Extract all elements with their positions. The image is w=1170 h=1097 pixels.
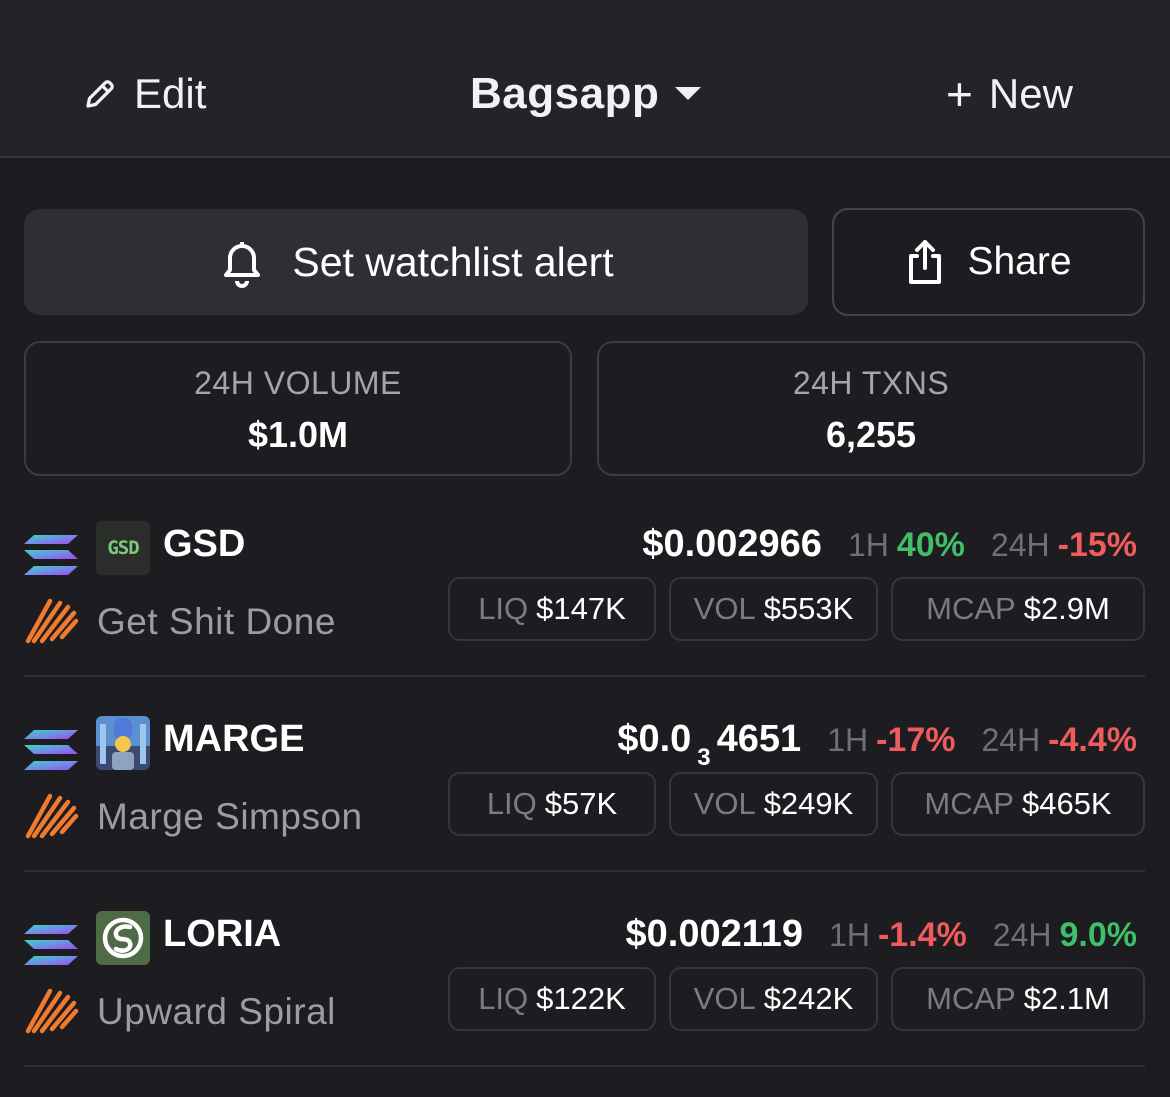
new-label: New [988, 70, 1073, 117]
launchpad-icon [25, 988, 79, 1034]
vol-value: $242K [763, 981, 854, 1016]
mcap-label: MCAP [924, 786, 1014, 821]
volume-pill: VOL $242K [669, 967, 878, 1031]
token-symbol: LORIA [163, 913, 282, 955]
token-row[interactable]: MARGE Marge Simpson $0.0 3 4651 1H -17% 24… [24, 706, 1145, 902]
token-price: $0.002966 [642, 523, 822, 565]
token-avatar: GSD [96, 521, 150, 575]
plus-icon: + [946, 68, 973, 120]
change-24h: -15% [1057, 526, 1137, 564]
token-avatar [96, 911, 150, 965]
token-symbol: MARGE [163, 718, 305, 760]
vol-value: $249K [763, 786, 854, 821]
token-price: $0.002119 [625, 913, 804, 955]
change-1h: -17% [876, 721, 956, 759]
24h-label: 24H [992, 917, 1052, 953]
liq-label: LIQ [486, 786, 537, 821]
mcap-label: MCAP [926, 591, 1016, 626]
solana-icon [24, 535, 78, 575]
price-zero-count: 3 [697, 744, 711, 771]
row-divider [24, 870, 1145, 872]
mcap-label: MCAP [926, 981, 1016, 1016]
1h-label: 1H [829, 917, 870, 953]
liquidity-pill: LIQ $147K [448, 577, 656, 641]
avatar-text: GSD [107, 537, 139, 559]
edit-label: Edit [134, 70, 207, 117]
alert-label: Set watchlist alert [292, 238, 614, 285]
liq-label: LIQ [478, 981, 529, 1016]
top-header: Edit Bagsapp + New [0, 0, 1170, 158]
vol-label: VOL [693, 591, 756, 626]
mcap-value: $2.9M [1023, 591, 1110, 626]
liq-label: LIQ [478, 591, 529, 626]
mcap-pill: MCAP $2.1M [891, 967, 1145, 1031]
volume-pill: VOL $553K [669, 577, 878, 641]
solana-icon [24, 925, 78, 965]
24h-label: 24H [981, 722, 1041, 758]
chevron-down-icon [675, 87, 702, 100]
token-name: Upward Spiral [97, 991, 336, 1032]
vol-label: VOL [693, 786, 756, 821]
bell-icon [224, 242, 261, 288]
watchlist-title: Bagsapp [470, 69, 660, 118]
mcap-pill: MCAP $465K [891, 772, 1145, 836]
liq-value: $122K [536, 981, 626, 1016]
row-divider [24, 1065, 1145, 1067]
1h-label: 1H [847, 527, 889, 563]
launchpad-icon [25, 793, 79, 839]
edit-button[interactable]: Edit [82, 66, 206, 122]
mcap-pill: MCAP $2.9M [891, 577, 1145, 641]
volume-value: $1.0M [247, 414, 349, 455]
volume-label: 24H VOLUME [194, 365, 402, 401]
24h-label: 24H [990, 527, 1050, 563]
share-label: Share [967, 240, 1072, 283]
mcap-value: $2.1M [1023, 981, 1110, 1016]
price-suffix: 4651 [716, 718, 802, 760]
liq-value: $57K [544, 786, 618, 821]
vol-value: $553K [763, 591, 854, 626]
share-button[interactable]: Share [832, 208, 1145, 316]
launchpad-icon [25, 598, 79, 644]
token-price: $0.0 3 4651 [617, 718, 801, 772]
price-row: $0.0 3 4651 1H -17% 24H -4.4% [617, 718, 1137, 772]
liq-value: $147K [536, 591, 626, 626]
change-1h: 40% [896, 526, 965, 564]
change-24h: 9.0% [1059, 916, 1138, 954]
share-icon [909, 240, 942, 284]
spiral-logo-icon [102, 917, 144, 959]
price-row: $0.002119 1H -1.4% 24H 9.0% [626, 913, 1137, 956]
vol-label: VOL [693, 981, 756, 1016]
set-watchlist-alert-button[interactable]: Set watchlist alert [24, 209, 808, 315]
1h-label: 1H [827, 722, 869, 758]
pencil-icon [86, 80, 114, 108]
volume-pill: VOL $249K [669, 772, 878, 836]
token-row[interactable]: GSD GSD Get Shit Done $0.002966 1H 40% 2… [24, 511, 1145, 707]
row-divider [24, 675, 1145, 677]
token-symbol: GSD [163, 523, 246, 565]
mcap-value: $465K [1021, 786, 1112, 821]
txns-value: 6,255 [825, 414, 917, 455]
solana-icon [24, 730, 78, 770]
price-row: $0.002966 1H 40% 24H -15% [642, 523, 1137, 566]
token-row[interactable]: LORIA Upward Spiral $0.002119 1H -1.4% 2… [24, 901, 1145, 1097]
liquidity-pill: LIQ $122K [448, 967, 656, 1031]
liquidity-pill: LIQ $57K [448, 772, 656, 836]
txns-label: 24H TXNS [792, 365, 950, 401]
watchlist-selector[interactable]: Bagsapp [470, 66, 703, 122]
change-1h: -1.4% [877, 916, 967, 954]
change-24h: -4.4% [1048, 721, 1137, 759]
token-name: Get Shit Done [97, 601, 336, 642]
new-watchlist-button[interactable]: + New [946, 66, 1073, 122]
price-prefix: $0.0 [617, 718, 692, 760]
token-avatar [96, 716, 150, 770]
txns-stat-card: 24H TXNS 6,255 [597, 341, 1145, 476]
token-name: Marge Simpson [97, 796, 363, 837]
volume-stat-card: 24H VOLUME $1.0M [24, 341, 572, 476]
